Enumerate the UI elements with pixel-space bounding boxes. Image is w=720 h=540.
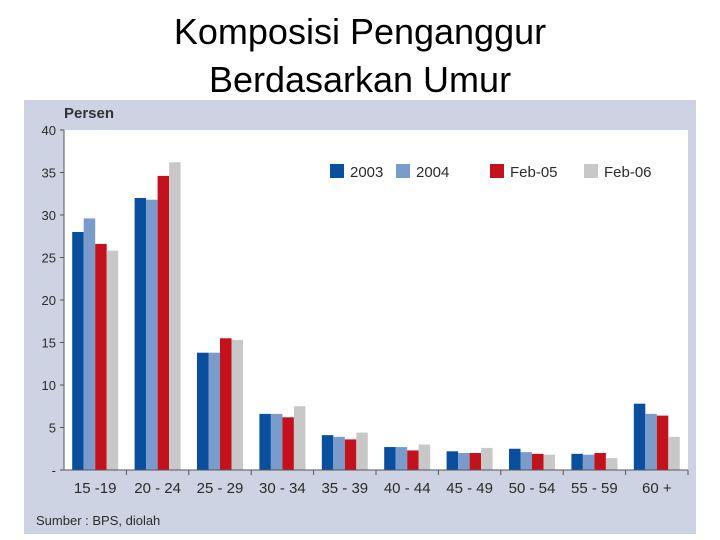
bar-feb-05-7 bbox=[469, 453, 482, 470]
x-tick-label: 60 + bbox=[642, 480, 672, 497]
bar-feb-06-4 bbox=[293, 406, 306, 470]
legend-swatch-2004 bbox=[396, 164, 410, 178]
bar-feb-05-5 bbox=[344, 439, 357, 470]
bars-layer bbox=[72, 162, 680, 471]
bar-chart: Persen - 5 10 15 20 25 30 35 40 15 -19 20 - 24 25 -… bbox=[36, 105, 689, 528]
bar-feb-06-9 bbox=[605, 458, 618, 470]
bar-feb-05-6 bbox=[407, 450, 419, 470]
bar-2004-2 bbox=[146, 199, 158, 470]
bar-2003-10 bbox=[633, 403, 646, 470]
bar-2003-3 bbox=[197, 352, 209, 470]
bar-feb-06-8 bbox=[543, 454, 555, 470]
bar-feb-05-8 bbox=[532, 453, 544, 470]
bar-2004-1 bbox=[83, 218, 96, 470]
bar-2004-4 bbox=[270, 413, 283, 470]
bar-2003-6 bbox=[384, 447, 396, 470]
legend-swatch-2003 bbox=[330, 164, 344, 178]
x-tick-label: 20 - 24 bbox=[134, 480, 181, 497]
legend-label-2003: 2003 bbox=[350, 164, 383, 181]
bar-2003-1 bbox=[72, 232, 84, 470]
slide-title: Komposisi Penganggur Berdasarkan Umur bbox=[0, 8, 720, 104]
bar-2004-10 bbox=[645, 413, 657, 470]
legend: 2003 2004 Feb-05 Feb-06 bbox=[330, 164, 652, 181]
bar-feb-06-5 bbox=[356, 432, 368, 470]
y-tick-label: 40 bbox=[42, 123, 56, 138]
bar-2003-7 bbox=[446, 451, 459, 470]
legend-label-2004: 2004 bbox=[416, 164, 449, 181]
x-tick-label: 30 - 34 bbox=[259, 480, 306, 497]
bar-feb-06-10 bbox=[668, 436, 680, 470]
bar-2003-9 bbox=[571, 453, 583, 470]
y-axis-unit-label: Persen bbox=[64, 105, 114, 122]
y-tick-label: 15 bbox=[42, 336, 56, 351]
bar-2003-8 bbox=[509, 448, 521, 470]
bar-2003-5 bbox=[321, 435, 334, 470]
x-tick-label: 35 - 39 bbox=[321, 480, 368, 497]
bar-feb-05-4 bbox=[282, 417, 294, 470]
bar-feb-05-2 bbox=[157, 175, 170, 470]
x-tick-label: 15 -19 bbox=[74, 480, 117, 497]
legend-label-feb-06: Feb-06 bbox=[604, 164, 652, 181]
axes: - 5 10 15 20 25 30 35 40 15 -19 20 - 24 25 - 29 30 -… bbox=[42, 123, 689, 497]
y-tick-label: 30 bbox=[42, 208, 56, 223]
x-tick-label: 45 - 49 bbox=[446, 480, 493, 497]
x-tick-label: 40 - 44 bbox=[384, 480, 431, 497]
bar-2003-2 bbox=[134, 198, 147, 470]
legend-label-feb-05: Feb-05 bbox=[510, 164, 558, 181]
bar-feb-05-3 bbox=[220, 338, 232, 470]
y-tick-label: 25 bbox=[42, 251, 56, 266]
bar-feb-06-7 bbox=[481, 447, 493, 470]
x-tick-label: 25 - 29 bbox=[197, 480, 244, 497]
slide-title-line-1: Komposisi Penganggur bbox=[173, 11, 547, 52]
bar-2004-3 bbox=[208, 352, 220, 470]
y-tick-label: 10 bbox=[42, 378, 56, 393]
y-tick-label: 5 bbox=[49, 421, 56, 436]
bar-2004-7 bbox=[458, 453, 470, 470]
bar-feb-06-6 bbox=[418, 444, 431, 470]
legend-swatch-feb-06 bbox=[584, 164, 598, 178]
x-tick-label: 55 - 59 bbox=[571, 480, 618, 497]
bar-2004-9 bbox=[582, 454, 595, 470]
bar-feb-05-1 bbox=[95, 243, 107, 470]
y-tick-label: 35 bbox=[42, 166, 56, 181]
bar-feb-05-10 bbox=[656, 415, 669, 470]
bar-2003-4 bbox=[259, 413, 271, 470]
bar-2004-5 bbox=[333, 436, 345, 470]
bar-feb-05-9 bbox=[594, 453, 606, 470]
source-note: Sumber : BPS, diolah bbox=[36, 513, 160, 528]
bar-feb-06-1 bbox=[106, 250, 119, 470]
y-tick-label: - bbox=[52, 463, 56, 478]
x-tick-label: 50 - 54 bbox=[509, 480, 556, 497]
y-tick-label: 20 bbox=[42, 293, 56, 308]
bar-feb-06-2 bbox=[169, 162, 181, 471]
bar-feb-06-3 bbox=[231, 339, 243, 470]
slide-title-line-2: Berdasarkan Umur bbox=[208, 59, 512, 100]
chart-panel: Persen - 5 10 15 20 25 30 35 40 15 -19 20 - 24 25 -… bbox=[24, 100, 696, 534]
bar-2004-6 bbox=[395, 447, 408, 470]
bar-2004-8 bbox=[520, 452, 532, 470]
legend-swatch-feb-05 bbox=[490, 164, 504, 178]
